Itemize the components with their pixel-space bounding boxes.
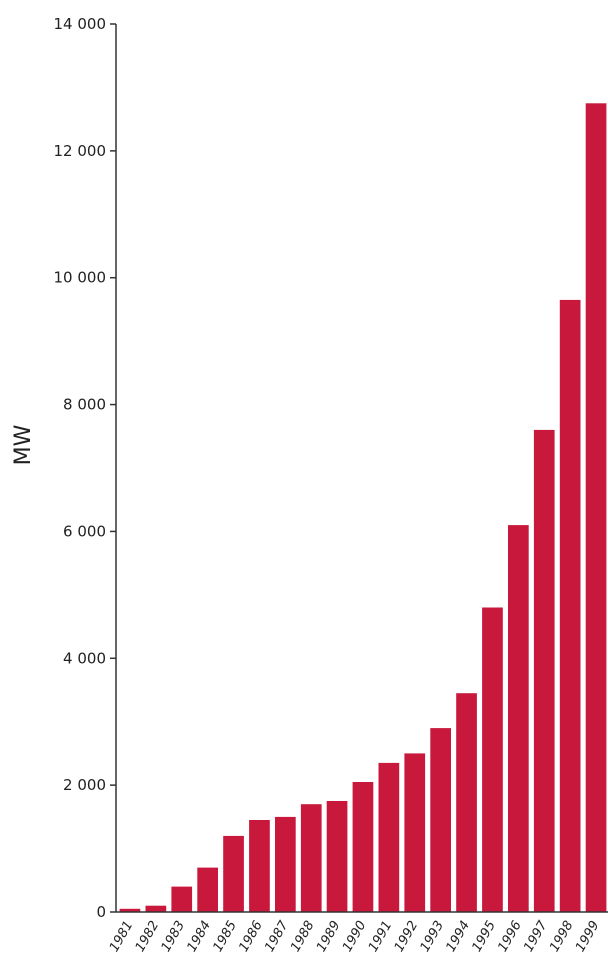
bar-1991 [378,762,400,912]
x-axis-labels: 1981198219831984198519861987198819891990… [107,918,603,955]
x-tick-label: 1985 [210,919,240,955]
bar-1992 [404,753,426,912]
bar-1985 [223,835,244,912]
bar-1999 [585,103,607,913]
y-tick-label: 8 000 [63,396,106,414]
y-tick-label: 4 000 [63,649,106,667]
bar-1998 [559,299,581,912]
bar-1982 [145,905,167,912]
x-tick-label: 1982 [133,919,163,955]
x-tick-label: 1996 [495,919,525,955]
y-tick-label: 6 000 [63,522,106,540]
bar-1984 [197,867,218,912]
x-tick-label: 1993 [418,919,448,955]
x-tick-label: 1981 [107,919,137,955]
bar-1990 [352,782,374,912]
bar-1997 [533,429,555,912]
bar-1996 [508,525,529,912]
x-tick-label: 1994 [444,919,474,955]
bar-1995 [482,607,503,912]
y-tick-label: 0 [96,903,106,921]
x-tick-label: 1997 [521,918,551,955]
bar-1994 [456,693,477,912]
y-axis-ticks: 0 2 000 4 000 6 000 8 000 10 000 12 000 14 000 [54,15,116,921]
x-tick-label: 1992 [392,919,422,955]
y-tick-label: 2 000 [63,776,106,794]
y-tick-label: 14 000 [54,15,107,33]
bar-1983 [171,886,193,912]
x-tick-label: 1991 [366,919,396,955]
x-tick-label: 1990 [340,919,370,955]
x-tick-label: 1995 [469,919,499,955]
x-tick-label: 1983 [159,919,189,955]
bar-1988 [300,804,322,912]
x-tick-label: 1987 [262,918,292,955]
x-tick-label: 1986 [236,919,266,955]
bar-1989 [326,801,348,912]
x-tick-label: 1999 [573,919,603,955]
y-axis-title: MW [11,424,36,465]
x-tick-label: 1998 [547,919,577,955]
bar-1981 [119,908,141,912]
bar-1986 [249,820,270,912]
bars [119,103,607,913]
x-tick-label: 1989 [314,919,344,955]
bar-1993 [430,728,451,912]
y-tick-label: 10 000 [54,269,107,287]
x-tick-label: 1988 [288,919,318,955]
x-tick-label: 1984 [185,919,215,955]
y-tick-label: 12 000 [54,142,107,160]
bar-1987 [275,816,296,912]
